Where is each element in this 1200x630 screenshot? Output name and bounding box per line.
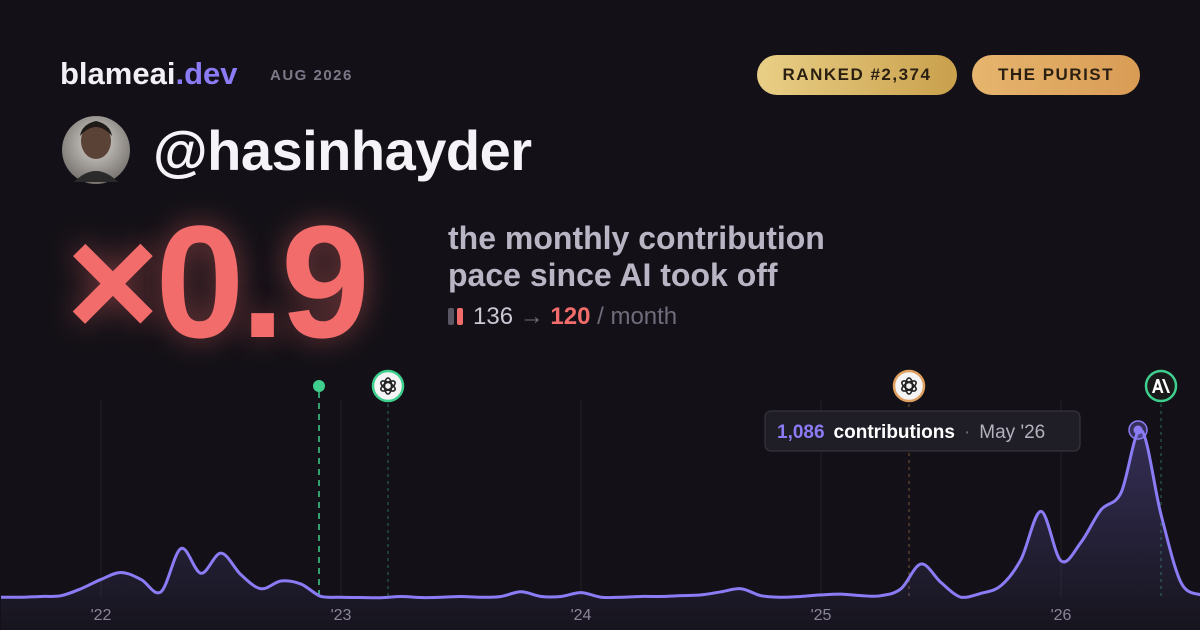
tooltip-box — [764, 410, 1081, 452]
unit: / month — [597, 303, 678, 330]
tooltip: 1,086 contributions · May '26 — [764, 410, 1081, 452]
tooltip-separator: · — [964, 422, 970, 443]
username: @hasinhayder — [153, 119, 532, 182]
tooltip-value: 1,086 — [777, 422, 825, 443]
line — [0, 428, 1200, 600]
tooltip-text: contributions — [834, 422, 955, 443]
description: pace since AI took off — [448, 257, 778, 293]
tooltip-date: May '26 — [979, 422, 1045, 443]
area — [1, 429, 1200, 630]
period: AUG 2026 — [270, 67, 353, 84]
tooltip-text: 1,086 contributions · May '26 — [777, 422, 1045, 443]
icon — [457, 308, 463, 325]
description: the monthly contribution — [448, 220, 825, 256]
ai-events — [313, 369, 1178, 598]
peak-dot — [1133, 425, 1143, 435]
brand-name: blameai — [60, 56, 176, 91]
brand: blameai.dev — [60, 56, 237, 92]
icon — [448, 308, 454, 325]
persona-badge: THE PURIST — [972, 55, 1140, 95]
arrow: → — [519, 303, 544, 330]
rank-badge: RANKED #2,374 — [757, 55, 957, 95]
after: 120 — [550, 303, 591, 330]
brand-tld: .dev — [175, 56, 238, 91]
multiplier: ×0.9 — [66, 192, 370, 371]
avatar — [62, 116, 130, 184]
pace: 136 → 120 / month — [448, 303, 677, 331]
before: 136 — [473, 303, 514, 330]
